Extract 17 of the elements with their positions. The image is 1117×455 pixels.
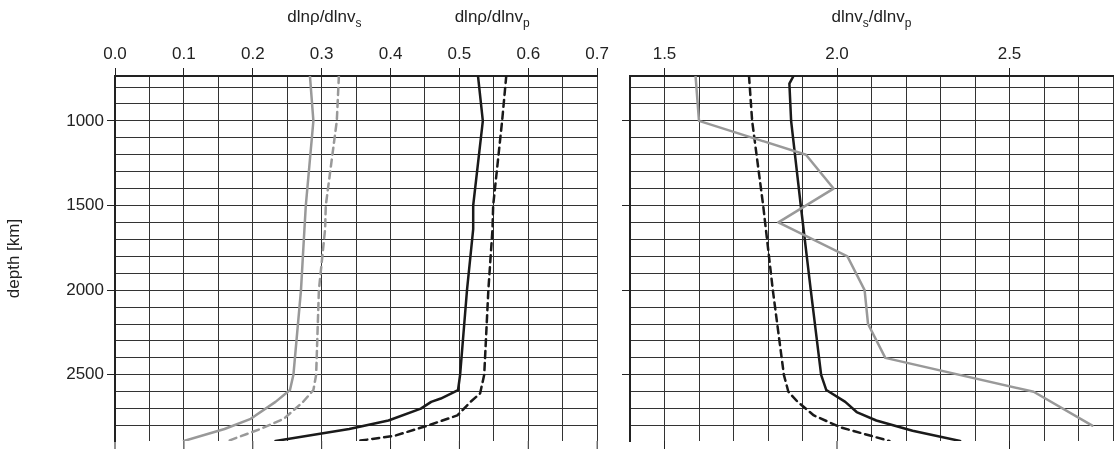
y-tick-label: 1000 bbox=[66, 110, 104, 130]
x-tick-label: 2.5 bbox=[997, 44, 1022, 64]
x-tick-label: 0.0 bbox=[103, 44, 127, 64]
x-tick-label: 0.7 bbox=[585, 44, 609, 64]
y-tick-label: 2000 bbox=[66, 279, 104, 299]
x-tick-label: 0.1 bbox=[172, 44, 196, 64]
y-tick-label: 2500 bbox=[66, 364, 104, 384]
x-tick-label: 0.2 bbox=[240, 44, 265, 64]
y-tick-label: 1500 bbox=[66, 195, 104, 215]
x-tick-label: 0.6 bbox=[516, 44, 541, 64]
x-tick-label: 1.5 bbox=[652, 44, 677, 64]
line-series bbox=[226, 76, 341, 441]
x-tick-label: 0.5 bbox=[447, 44, 472, 64]
x-tick-label: 2.0 bbox=[825, 44, 849, 64]
x-tick-label: 0.4 bbox=[378, 44, 403, 64]
x-tick-label: 0.3 bbox=[309, 44, 334, 64]
y-axis-title: depth [km] bbox=[3, 218, 23, 299]
